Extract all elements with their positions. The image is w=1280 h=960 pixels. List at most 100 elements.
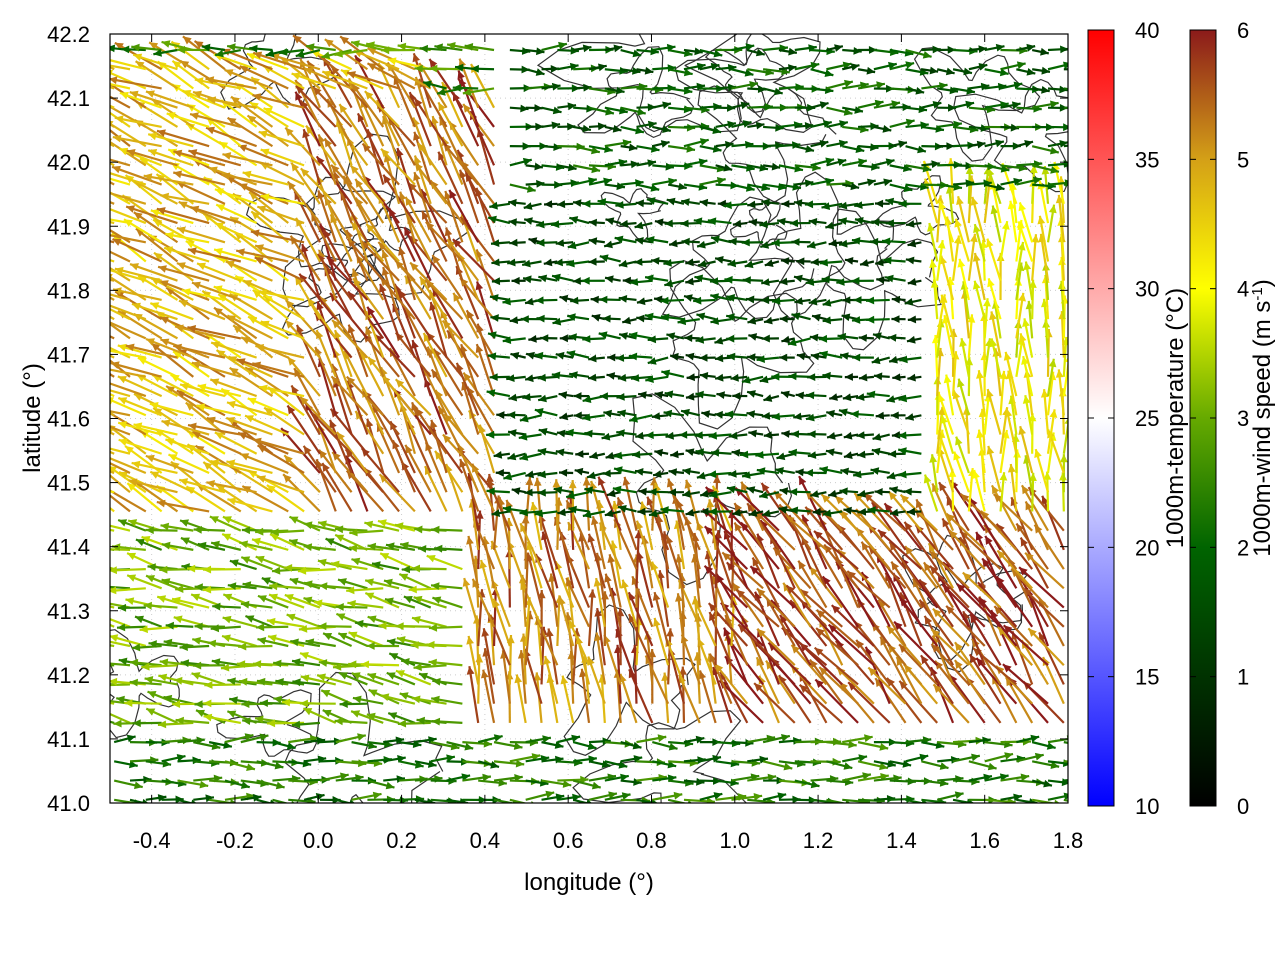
wind-arrow-head [536,179,545,188]
wind-arrow-head [346,470,355,480]
wind-arrow-head [791,238,800,246]
wind-arrow-head [455,63,464,72]
wind-arrow-head [195,445,205,454]
wind-arrow-head [997,82,1007,91]
wind-arrow-shaft [920,654,954,705]
wind-arrow-head [646,496,654,506]
wind-arrow-head [121,45,130,54]
wind-arrow-shaft [595,632,606,685]
wind-arrow-shaft [524,552,529,608]
wind-arrow-head [412,53,420,63]
wind-arrow-shaft [385,63,432,90]
wind-arrow-shaft [393,388,416,435]
wind-arrow-head [669,239,678,248]
wind-arrow-head [616,608,625,617]
wind-arrow-head [289,577,299,586]
wind-arrow-head [321,690,331,698]
wind-arrow-head [636,314,645,323]
wind-arrow-head [110,566,117,575]
wind-arrow-head [798,560,806,570]
wind-arrow-head [612,485,622,494]
wind-arrow-head [366,41,375,50]
wind-arrow-shaft [387,116,416,166]
wind-arrow-head [126,149,136,157]
wind-arrow-head [493,734,503,742]
wind-arrow-shaft [110,712,131,724]
wind-arrow-shaft [633,644,638,704]
wind-arrow-head [649,509,658,518]
wind-arrow-head [110,634,119,642]
wind-arrow-shaft [948,529,986,570]
wind-arrow-head [429,419,438,429]
wind-arrow-head [976,658,985,667]
wind-arrow-head [890,411,899,420]
wind-arrow-shaft [675,520,686,570]
wind-arrow-head [603,409,612,418]
wind-arrow-head [635,468,644,476]
wind-arrow-shaft [458,169,480,224]
wind-arrow-head [160,316,170,324]
wind-arrow-head [396,775,405,783]
wind-arrow-head [777,217,786,226]
wind-arrow-head [879,762,888,771]
wind-arrow-shaft [419,276,448,320]
wind-arrow-head [222,152,232,160]
wind-arrow-head [701,410,710,418]
wind-arrow-head [991,485,1000,495]
wind-arrow-shaft [303,67,353,90]
wind-arrow-head [194,622,203,631]
wind-arrow-head [463,104,472,113]
wind-arrow-shaft [174,325,226,340]
wind-arrow-head [704,565,714,575]
wind-arrow-head [384,597,394,606]
contour-line [536,34,742,133]
wind-arrow-head [510,352,520,360]
wind-arrow-head [809,333,819,342]
wind-arrow-head [962,572,972,581]
wind-arrow-head [252,794,262,802]
wind-arrow-head [459,459,467,468]
wind-arrow-head [419,672,428,681]
wind-arrow-shaft [117,309,163,340]
wind-arrow-head [287,405,296,415]
wind-arrow-shaft [382,115,401,166]
wind-arrow-head [243,280,253,288]
wind-arrow-head [639,501,648,511]
wind-arrow-shaft [133,180,178,205]
wind-arrow-head [316,736,326,745]
wind-arrow-head [771,162,781,171]
wind-arrow-head [573,199,582,207]
wind-arrow-head [438,406,446,416]
wind-arrow-head [696,471,706,480]
wind-arrow-head [825,221,835,230]
wind-arrow-head [773,547,782,557]
wind-arrow-shaft [328,419,353,474]
wind-arrow-shaft [224,68,273,90]
wind-arrow-head [165,438,175,446]
wind-arrow-shaft [646,496,670,551]
wind-arrow-shaft [941,583,986,628]
wind-arrow-shaft [380,366,401,416]
wind-arrow-head [452,239,462,248]
wind-arrow-shaft [702,508,749,551]
wind-arrow-head [386,542,395,551]
wind-arrow-head [891,431,901,439]
wind-arrow-head [552,317,562,326]
wind-arrow-head [490,314,499,322]
wind-arrow-shaft [753,682,796,724]
wind-arrow-head [937,406,946,416]
wind-arrow-head [110,56,111,60]
wind-arrow-head [129,658,139,667]
wind-arrow-head [269,582,278,591]
wind-arrow-head [242,581,252,589]
wind-arrow-head [172,60,182,69]
wind-arrow-head [694,431,703,440]
wind-arrow-shaft [461,381,480,435]
wind-arrow-head [788,47,797,56]
wind-arrow-head [560,675,569,685]
wind-arrow-head [685,277,694,286]
wind-arrow-shaft [156,129,210,148]
wind-arrow-shaft [603,634,622,685]
wind-arrow-head [453,292,461,302]
wind-arrow-shaft [538,514,559,570]
